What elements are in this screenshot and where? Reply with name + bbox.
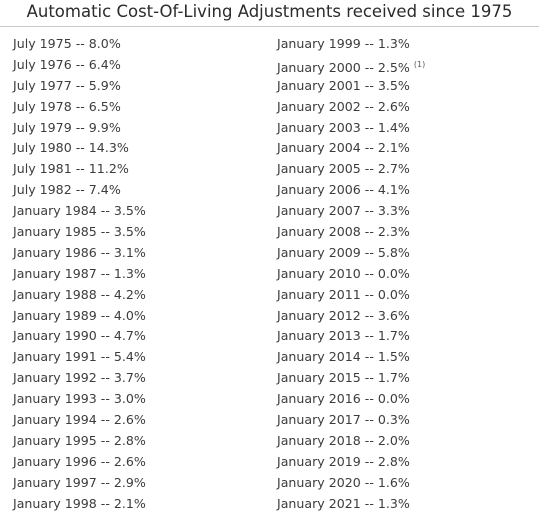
cola-entry-text: January 2019 -- 2.8% (277, 453, 410, 469)
cola-entry-text: January 2001 -- 3.5% (277, 77, 410, 93)
cola-entry-text: January 2012 -- 3.6% (277, 307, 410, 323)
cola-entry: January 1997 -- 2.9% (13, 473, 146, 494)
cola-entry: January 2014 -- 1.5% (277, 347, 425, 368)
cola-entry: January 2009 -- 5.8% (277, 243, 425, 264)
cola-entry-text: January 2009 -- 5.8% (277, 244, 410, 260)
cola-entry: January 1994 -- 2.6% (13, 410, 146, 431)
cola-entry-text: January 1989 -- 4.0% (13, 307, 146, 323)
cola-entry-text: January 1995 -- 2.8% (13, 432, 146, 448)
cola-entry-text: January 1991 -- 5.4% (13, 349, 146, 365)
cola-entry-text: January 1992 -- 3.7% (13, 370, 146, 386)
cola-entry: January 1996 -- 2.6% (13, 452, 146, 473)
cola-entry: July 1981 -- 11.2% (13, 159, 146, 180)
cola-entry: January 2006 -- 4.1% (277, 180, 425, 201)
cola-entry: January 2003 -- 1.4% (277, 118, 425, 139)
cola-entry: January 2021 -- 1.3% (277, 494, 425, 515)
cola-entry: January 2005 -- 2.7% (277, 159, 425, 180)
cola-entry-text: January 1986 -- 3.1% (13, 244, 146, 260)
cola-entry: January 1984 -- 3.5% (13, 201, 146, 222)
cola-entry: January 1985 -- 3.5% (13, 222, 146, 243)
cola-list-left: July 1975 -- 8.0% July 1976 -- 6.4% July 1… (13, 34, 146, 514)
cola-entry: January 1989 -- 4.0% (13, 306, 146, 327)
cola-entry: July 1975 -- 8.0% (13, 34, 146, 55)
cola-entry: January 2012 -- 3.6% (277, 306, 425, 327)
cola-entry-text: January 1987 -- 1.3% (13, 265, 146, 281)
cola-entry-text: January 2013 -- 1.7% (277, 328, 410, 344)
cola-entry-text: January 2021 -- 1.3% (277, 495, 410, 511)
cola-entry: January 2000 -- 2.5% (1) (277, 55, 425, 76)
cola-entry: January 1986 -- 3.1% (13, 243, 146, 264)
cola-entry-text: January 2010 -- 0.0% (277, 265, 410, 281)
cola-entry-text: January 1998 -- 2.1% (13, 495, 146, 511)
cola-entry: January 1993 -- 3.0% (13, 389, 146, 410)
cola-entry: January 2010 -- 0.0% (277, 264, 425, 285)
cola-entry: January 2002 -- 2.6% (277, 97, 425, 118)
cola-entry: January 2008 -- 2.3% (277, 222, 425, 243)
cola-entry: January 1998 -- 2.1% (13, 494, 146, 515)
cola-entry-text: January 1990 -- 4.7% (13, 328, 146, 344)
cola-entry-text: January 2002 -- 2.6% (277, 98, 410, 114)
cola-entry-text: January 2014 -- 1.5% (277, 349, 410, 365)
cola-list-right: January 1999 -- 1.3% January 2000 -- 2.5%… (277, 34, 425, 514)
cola-entry-text: January 2000 -- 2.5% (277, 59, 410, 75)
cola-entry-text: July 1975 -- 8.0% (13, 36, 121, 51)
cola-entry-text: July 1976 -- 6.4% (13, 56, 121, 72)
cola-entry: January 2016 -- 0.0% (277, 389, 425, 410)
cola-entry: January 1988 -- 4.2% (13, 285, 146, 306)
cola-entry-text: January 2020 -- 1.6% (277, 474, 410, 490)
cola-entry: January 1987 -- 1.3% (13, 264, 146, 285)
cola-entry-text: January 1984 -- 3.5% (13, 203, 146, 219)
cola-entry: July 1979 -- 9.9% (13, 118, 146, 139)
cola-entry-text: July 1977 -- 5.9% (13, 77, 121, 93)
cola-entry: January 2018 -- 2.0% (277, 431, 425, 452)
cola-entry-text: January 1994 -- 2.6% (13, 412, 146, 428)
cola-entry-text: January 2017 -- 0.3% (277, 412, 410, 428)
cola-entry: January 2020 -- 1.6% (277, 473, 425, 494)
cola-entry-text: July 1979 -- 9.9% (13, 119, 121, 135)
cola-entry-text: January 2016 -- 0.0% (277, 391, 410, 407)
cola-entry: January 1991 -- 5.4% (13, 347, 146, 368)
cola-entry-text: January 2018 -- 2.0% (277, 432, 410, 448)
cola-entry: January 1999 -- 1.3% (277, 34, 425, 55)
cola-entry-text: January 1999 -- 1.3% (277, 36, 410, 51)
footnote-marker: (1) (413, 59, 426, 69)
cola-entry-text: January 2003 -- 1.4% (277, 119, 410, 135)
cola-entry-text: January 2004 -- 2.1% (277, 140, 410, 156)
cola-entry: July 1977 -- 5.9% (13, 76, 146, 97)
cola-entry: January 2017 -- 0.3% (277, 410, 425, 431)
cola-entry: January 1990 -- 4.7% (13, 326, 146, 347)
cola-entry-text: July 1980 -- 14.3% (13, 140, 129, 156)
cola-entry: January 2007 -- 3.3% (277, 201, 425, 222)
cola-entry: January 2015 -- 1.7% (277, 368, 425, 389)
cola-entry: January 1995 -- 2.8% (13, 431, 146, 452)
cola-entry-text: July 1982 -- 7.4% (13, 182, 121, 198)
page-title: Automatic Cost-Of-Living Adjustments rec… (0, 0, 539, 27)
cola-entry-text: January 2005 -- 2.7% (277, 161, 410, 177)
cola-entry-text: January 2011 -- 0.0% (277, 286, 410, 302)
cola-entry: July 1980 -- 14.3% (13, 138, 146, 159)
cola-entry: January 2013 -- 1.7% (277, 326, 425, 347)
cola-entry-text: January 1988 -- 4.2% (13, 286, 146, 302)
cola-entry-text: January 2006 -- 4.1% (277, 182, 410, 198)
cola-entry-text: January 2015 -- 1.7% (277, 370, 410, 386)
cola-entry-text: January 1997 -- 2.9% (13, 474, 146, 490)
cola-entry: January 2004 -- 2.1% (277, 138, 425, 159)
cola-entry-text: January 1985 -- 3.5% (13, 224, 146, 240)
cola-entry-text: January 2008 -- 2.3% (277, 224, 410, 240)
cola-entry-text: July 1981 -- 11.2% (13, 161, 129, 177)
cola-entry: January 2019 -- 2.8% (277, 452, 425, 473)
cola-entry-text: July 1978 -- 6.5% (13, 98, 121, 114)
cola-entry: July 1976 -- 6.4% (13, 55, 146, 76)
cola-entry: January 1992 -- 3.7% (13, 368, 146, 389)
cola-entry: January 2001 -- 3.5% (277, 76, 425, 97)
cola-entry-text: January 1996 -- 2.6% (13, 453, 146, 469)
cola-entry-text: January 2007 -- 3.3% (277, 203, 410, 219)
cola-entry: January 2011 -- 0.0% (277, 285, 425, 306)
cola-entry-text: January 1993 -- 3.0% (13, 391, 146, 407)
cola-entry: July 1978 -- 6.5% (13, 97, 146, 118)
cola-entry: July 1982 -- 7.4% (13, 180, 146, 201)
